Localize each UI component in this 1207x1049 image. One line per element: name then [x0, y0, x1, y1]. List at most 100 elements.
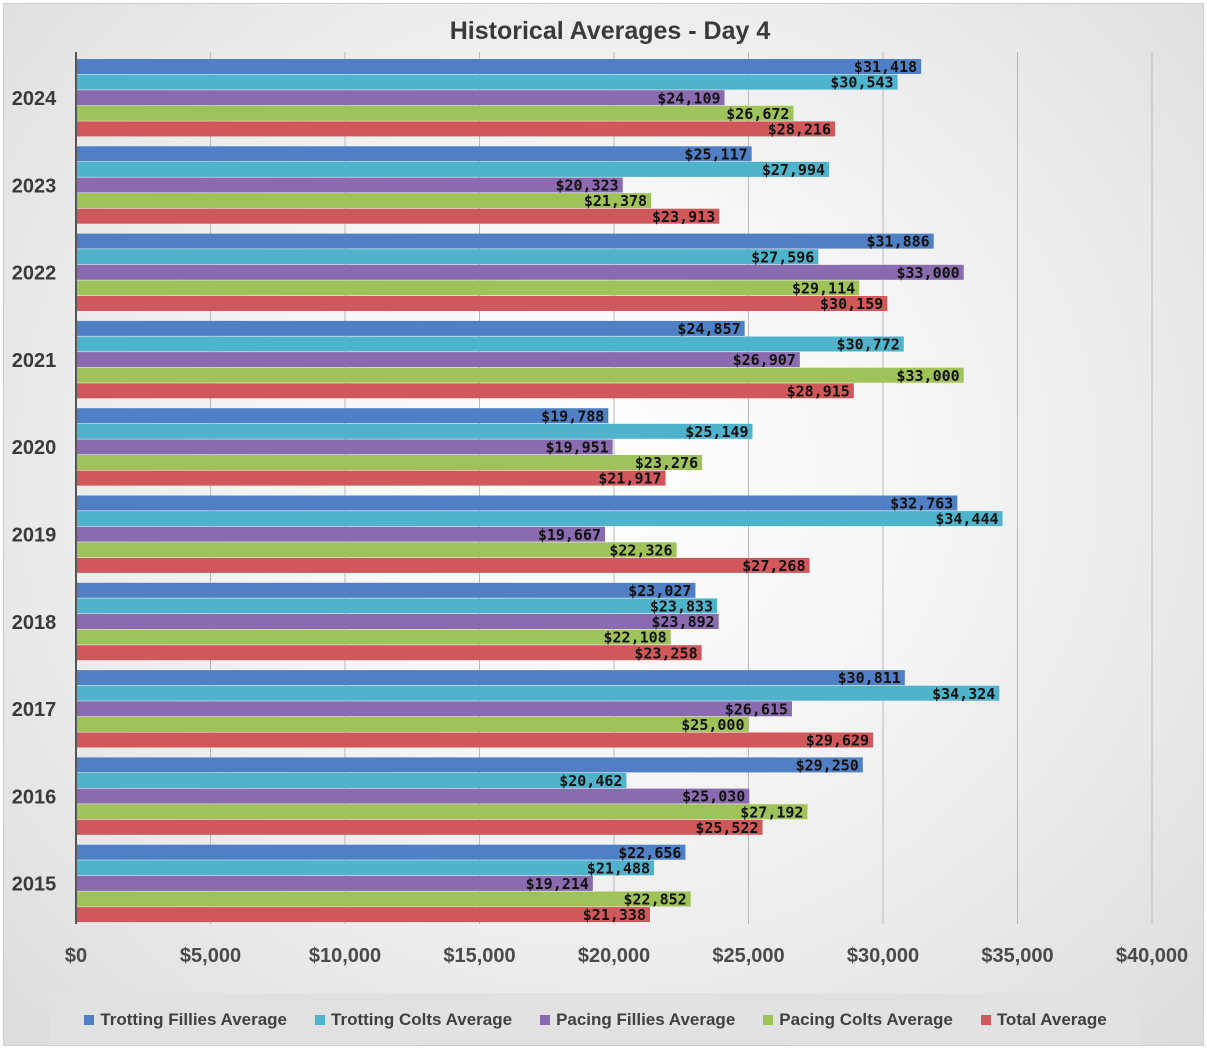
data-label: $22,108: [603, 629, 666, 647]
bar: [76, 264, 964, 280]
bar-chart: Historical Averages - Day 4 $0 $5,000 $10,…: [12, 17, 1188, 967]
legend-swatch: [980, 1015, 991, 1025]
data-label: $31,886: [867, 233, 930, 251]
bar: [76, 90, 725, 106]
data-labels: $31,418$30,543 $24,109 $26,672$28,216 $25,1…: [526, 58, 999, 924]
bar: [76, 495, 958, 511]
data-label: $30,772: [837, 336, 900, 354]
bar: [76, 439, 613, 455]
bar: [76, 161, 830, 177]
legend-item: Trotting Colts Average: [315, 1010, 512, 1030]
data-label: $29,250: [796, 757, 859, 775]
bar: [76, 907, 650, 923]
legend-label: Pacing Fillies Average: [556, 1010, 736, 1029]
bar: [76, 598, 718, 614]
data-label: $19,951: [545, 439, 608, 457]
data-label: $29,629: [806, 732, 869, 750]
bar: [76, 891, 691, 907]
data-label: $28,216: [768, 121, 831, 139]
data-label: $22,656: [618, 844, 681, 862]
x-tick-label: $25,000: [712, 945, 784, 967]
bar: [76, 819, 763, 835]
data-label: $25,030: [682, 788, 745, 806]
data-label: $27,192: [740, 803, 803, 821]
data-label: $34,444: [935, 510, 998, 528]
data-label: $30,543: [830, 74, 893, 92]
data-label: $23,913: [652, 208, 715, 226]
bar: [76, 233, 934, 249]
x-tick-label: $35,000: [981, 945, 1053, 967]
year-label: 2022: [12, 263, 57, 285]
data-label: $26,672: [726, 105, 789, 123]
x-tick-label: $15,000: [443, 945, 515, 967]
bar: [76, 367, 964, 383]
bar: [76, 670, 905, 686]
data-label: $27,596: [751, 248, 814, 266]
bar: [76, 757, 863, 773]
bar: [76, 511, 1003, 527]
year-label: 2019: [12, 525, 57, 547]
data-label: $24,109: [657, 89, 720, 107]
bar: [76, 645, 702, 661]
bar: [76, 280, 860, 296]
bar: [76, 701, 792, 717]
year-label: 2015: [12, 874, 57, 896]
data-label: $23,258: [634, 644, 697, 662]
data-label: $23,276: [635, 454, 698, 472]
bar: [76, 146, 752, 162]
axes: $0 $5,000 $10,000 $15,000 $20,000 $25,000 $30,…: [12, 52, 1188, 967]
bar: [76, 408, 609, 424]
year-label: 2020: [12, 437, 57, 459]
year-label: 2017: [12, 699, 57, 721]
data-label: $19,214: [526, 875, 589, 893]
data-label: $34,324: [932, 685, 995, 703]
data-label: $19,667: [538, 526, 601, 544]
bar: [76, 59, 922, 74]
bar: [76, 470, 666, 486]
bar: [76, 542, 677, 558]
data-label: $26,907: [733, 351, 796, 369]
bar: [76, 336, 904, 352]
bar: [76, 629, 671, 645]
legend-item: Pacing Colts Average: [763, 1010, 953, 1030]
bar: [76, 208, 720, 224]
legend-label: Total Average: [996, 1010, 1107, 1029]
year-label: 2018: [12, 612, 57, 634]
bar: [76, 732, 874, 748]
data-label: $25,117: [684, 145, 747, 163]
bar: [76, 105, 794, 121]
x-tick-label: $5,000: [180, 945, 241, 967]
data-label: $23,833: [650, 598, 713, 616]
bar: [76, 320, 745, 336]
data-label: $20,462: [559, 772, 622, 790]
year-label: 2023: [12, 175, 57, 197]
data-label: $30,159: [820, 295, 883, 313]
data-label: $28,915: [787, 382, 850, 400]
data-label: $27,268: [742, 557, 805, 575]
year-label: 2021: [12, 350, 57, 372]
data-label: $22,326: [609, 541, 672, 559]
bar: [76, 352, 800, 368]
data-label: $22,852: [624, 891, 687, 909]
data-label: $21,488: [587, 859, 650, 877]
x-tick-label: $20,000: [578, 945, 650, 967]
data-label: $33,000: [896, 367, 959, 385]
bar: [76, 773, 627, 788]
bar: [76, 716, 749, 732]
legend-label: Trotting Fillies Average: [100, 1010, 288, 1029]
bar: [76, 383, 854, 399]
legend-swatch: [763, 1015, 774, 1025]
x-tick-label: $40,000: [1116, 945, 1188, 967]
bar: [76, 685, 1000, 701]
bar: [76, 193, 652, 209]
data-label: $27,994: [762, 161, 825, 179]
x-tick-label: $30,000: [847, 945, 919, 967]
data-label: $32,763: [890, 495, 953, 513]
chart-frame: Historical Averages - Day 4 $0 $5,000 $10,…: [3, 3, 1204, 1046]
data-label: $23,892: [651, 613, 714, 631]
legend-item: Total Average: [980, 1010, 1107, 1030]
legend-label: Trotting Colts Average: [331, 1010, 513, 1029]
data-label: $20,323: [555, 177, 618, 195]
bar: [76, 177, 623, 193]
legend-item: Trotting Fillies Average: [84, 1010, 287, 1030]
